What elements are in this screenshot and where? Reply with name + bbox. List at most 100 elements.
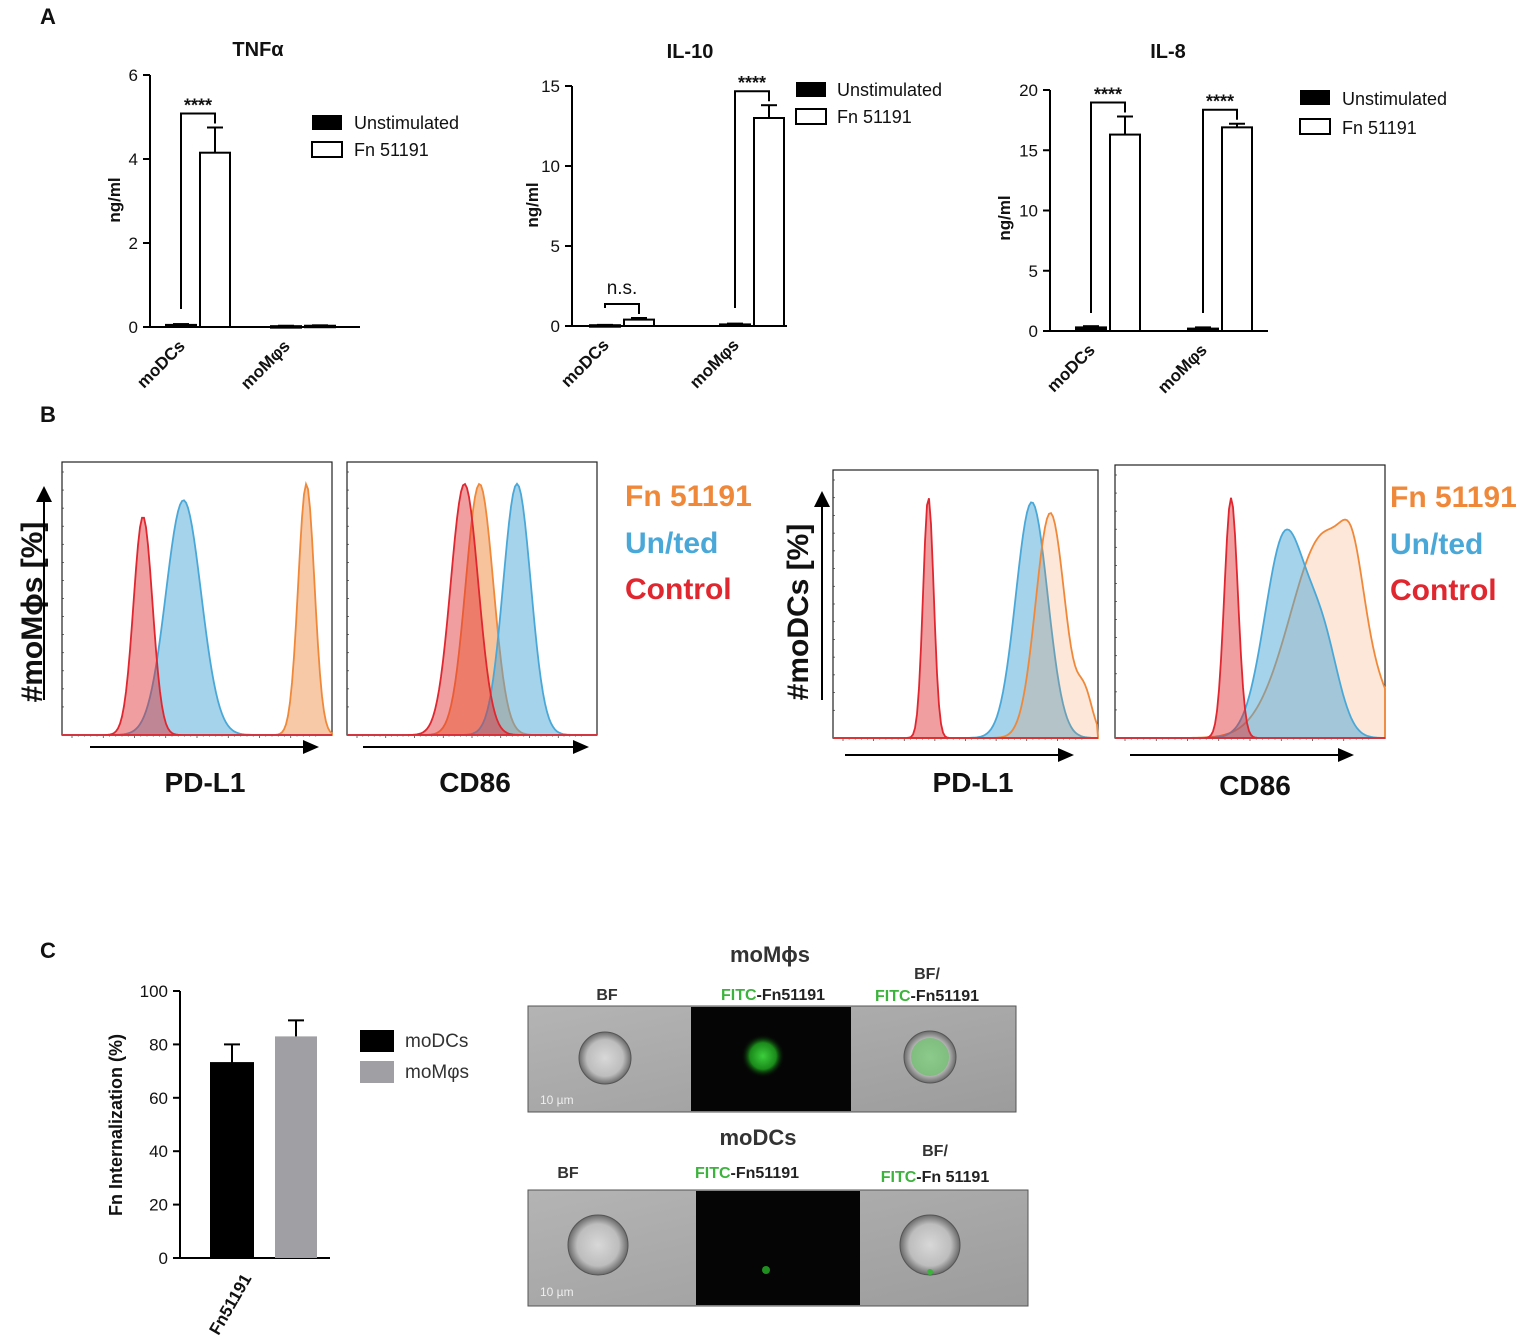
histogram-control bbox=[833, 498, 1098, 739]
x-label-cd86: CD86 bbox=[1219, 770, 1291, 801]
legend-unted: Un/ted bbox=[625, 527, 718, 560]
imaging-row-modcs: moDCs BF FITC-Fn51191 BF/ FITC-Fn 51191 … bbox=[527, 1125, 1029, 1307]
bf-label: BF bbox=[596, 987, 618, 1004]
bar-unstimulated bbox=[165, 323, 197, 328]
bar-fn-51191 bbox=[199, 151, 231, 328]
legend-swatch-momphs bbox=[360, 1061, 394, 1083]
x-tick-label: moDCs bbox=[133, 336, 189, 392]
legend-label: Fn 51191 bbox=[837, 107, 912, 127]
x-tick-label: Fn51191 bbox=[205, 1271, 255, 1339]
significance-label: **** bbox=[1206, 92, 1234, 112]
y-tick-label: 0 bbox=[551, 317, 560, 336]
x-label-pdl1: PD-L1 bbox=[933, 767, 1014, 798]
bar-fn-51191 bbox=[623, 318, 655, 328]
legend-swatch-modcs bbox=[360, 1030, 394, 1052]
overlay-label-top: BF/ bbox=[914, 966, 940, 983]
legend-swatch-fn bbox=[1299, 118, 1331, 135]
x-arrow-head bbox=[1338, 748, 1354, 762]
bar-modcs bbox=[210, 1062, 254, 1259]
y-tick-label: 10 bbox=[541, 157, 560, 176]
overlay-green bbox=[927, 1269, 933, 1275]
chart-title: IL-8 bbox=[1150, 41, 1186, 63]
x-arrow-head bbox=[573, 740, 589, 754]
overlay-label: FITC-Fn51191 bbox=[875, 988, 979, 1005]
bf-label: BF bbox=[557, 1165, 579, 1182]
legend-control: Control bbox=[1390, 574, 1497, 607]
flow-group-modcs: #moDCs [%] PD-L1 CD86 Fn 51191 Un/ted Co… bbox=[782, 464, 1517, 801]
il10-legend: Unstimulated Fn 51191 bbox=[795, 80, 942, 127]
y-tick-label: 0 bbox=[159, 1249, 168, 1268]
legend-swatch-unstimulated bbox=[1300, 90, 1330, 105]
imaging-row-title: moDCs bbox=[719, 1125, 796, 1150]
histogram-modcs-pdl1 bbox=[833, 479, 1099, 741]
y-arrow-head bbox=[36, 486, 52, 502]
histogram-control bbox=[1115, 497, 1385, 739]
x-tick-label: moMφs bbox=[1154, 340, 1211, 397]
il8-bar-chart: IL-8 ng/ml 0 5 10 15 20 moDCs **** moMφs **** bbox=[995, 41, 1268, 397]
y-tick-label: 80 bbox=[149, 1035, 168, 1054]
x-tick-label: moDCs bbox=[557, 335, 613, 391]
legend-fn51191: Fn 51191 bbox=[1390, 481, 1517, 514]
significance-label: **** bbox=[1094, 85, 1122, 105]
x-tick-label: moMφs bbox=[686, 335, 743, 392]
y-arrow-head bbox=[814, 491, 830, 507]
histogram-control bbox=[62, 516, 332, 736]
imaging-row-momphs: moMɸs BF FITC-Fn51191 BF/ FITC-Fn51191 1… bbox=[527, 942, 1017, 1113]
y-tick-label: 20 bbox=[1019, 81, 1038, 100]
scale-bar: 10 µm bbox=[540, 1285, 574, 1299]
y-axis-label: ng/ml bbox=[105, 177, 124, 222]
il10-bar-chart: IL-10 ng/ml 0 5 10 15 moDCs n.s. moMφs **** bbox=[523, 41, 787, 392]
legend-label: moDCs bbox=[405, 1031, 468, 1052]
x-tick-label: moMφs bbox=[237, 336, 294, 393]
y-tick-label: 0 bbox=[129, 318, 138, 337]
x-arrow-head bbox=[303, 740, 319, 754]
bf-cell-image bbox=[567, 1214, 629, 1276]
bar-fn-51191 bbox=[753, 117, 785, 327]
significance-bracket bbox=[604, 303, 640, 314]
legend-label: Unstimulated bbox=[354, 113, 459, 133]
fitc-label: FITC-Fn51191 bbox=[695, 1165, 799, 1182]
flow-y-label: #moDCs [%] bbox=[782, 524, 815, 701]
histogram-momphs-cd86 bbox=[347, 471, 597, 738]
y-tick-label: 20 bbox=[149, 1196, 168, 1215]
significance-label: **** bbox=[738, 73, 766, 93]
overlay-label-top: BF/ bbox=[922, 1143, 948, 1160]
legend-swatch-fn bbox=[311, 141, 343, 158]
y-tick-label: 60 bbox=[149, 1089, 168, 1108]
y-tick-label: 5 bbox=[551, 237, 560, 256]
il8-legend: Unstimulated Fn 51191 bbox=[1299, 89, 1447, 138]
flow-group-momphs: #moMɸs [%] PD-L1 CD86 Fn 51191 Un/ted Co… bbox=[16, 461, 752, 798]
internalization-bar-chart: Fn Internalization (%) 0 20 40 60 80 100 Fn511… bbox=[106, 982, 330, 1338]
y-tick-label: 100 bbox=[140, 982, 168, 1001]
y-tick-label: 10 bbox=[1019, 202, 1038, 221]
fitc-cell-image bbox=[762, 1266, 770, 1274]
panel-label-a: A bbox=[40, 4, 56, 29]
legend-label: Fn 51191 bbox=[354, 140, 429, 160]
x-label-cd86: CD86 bbox=[439, 767, 511, 798]
y-axis-label: ng/ml bbox=[523, 182, 542, 227]
internalization-legend: moDCs moMφs bbox=[360, 1030, 469, 1083]
chart-title: IL-10 bbox=[667, 41, 714, 63]
chart-title: TNFα bbox=[232, 39, 284, 61]
legend-label: moMφs bbox=[405, 1062, 469, 1083]
imaging-row-title: moMɸs bbox=[730, 942, 810, 967]
y-axis-label: ng/ml bbox=[995, 195, 1014, 240]
y-tick-label: 15 bbox=[541, 77, 560, 96]
legend-label: Unstimulated bbox=[1342, 89, 1447, 109]
significance-bracket bbox=[1202, 108, 1238, 313]
fitc-tile bbox=[696, 1191, 860, 1305]
bar-unstimulated bbox=[719, 323, 751, 327]
overlay-green bbox=[911, 1038, 949, 1076]
tnf-bar-chart: TNFα ng/ml 0 2 4 6 moDCs **** moMφs bbox=[105, 39, 360, 393]
x-arrow-head bbox=[1058, 748, 1074, 762]
significance-bracket bbox=[1090, 101, 1126, 313]
scale-bar: 10 µm bbox=[540, 1093, 574, 1107]
legend-unted: Un/ted bbox=[1390, 528, 1483, 561]
y-tick-label: 5 bbox=[1029, 262, 1038, 281]
bar-unstimulated bbox=[1187, 327, 1219, 332]
bar-unstimulated bbox=[1075, 326, 1107, 333]
y-tick-label: 15 bbox=[1019, 141, 1038, 160]
fitc-cell-image bbox=[741, 1034, 785, 1078]
legend-swatch-fn bbox=[795, 108, 827, 125]
